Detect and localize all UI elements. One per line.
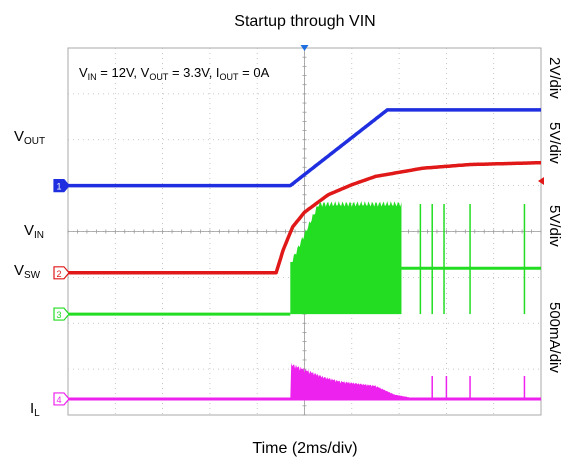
channel-label-vin: VIN [24,222,44,241]
trace-vin-line [67,160,542,275]
channel-label-vsw: VSW [14,262,41,281]
marker-shape [53,266,70,280]
marker-number: 1 [56,182,61,192]
ann-part-2: = 3.3V, I [168,65,219,80]
channel-marker-vsw: 3 [53,307,70,321]
trace-il [68,362,541,401]
ann-part-1: = 12V, V [97,65,150,80]
channel-marker-vin: 2 [53,266,70,280]
chart-title: Startup through VIN [234,13,375,30]
marker-shape [53,307,70,321]
channel-markers: 1 2 3 4 [53,45,544,406]
trace-il-burst [290,362,411,399]
trace-vout [67,108,542,188]
ann-part-3: = 0A [239,65,270,80]
trace-vout-line [67,108,542,188]
plot-grid [67,47,542,416]
marker-number: 3 [56,310,61,320]
ann-vin-sub: IN [88,72,97,82]
marker-number: 4 [56,395,61,405]
marker-number: 2 [56,269,61,279]
trace-vsw-burst [290,201,402,315]
marker-shape [53,179,70,193]
trigger-position-marker [300,45,309,51]
conditions-annotation: VIN = 12V, VOUT = 3.3V, IOUT = 0A [79,65,270,82]
ann-vin-main: V [79,65,88,80]
channel-marker-il: 4 [53,392,70,406]
marker-shape [53,392,70,406]
channel-label-vout: VOUT [14,128,45,147]
scale-label-vin: 5V/div [546,122,563,164]
vsw-sub: SW [24,270,41,281]
trace-vin [67,160,542,275]
channel-marker-vout: 1 [53,179,70,193]
ann-iout-sub: OUT [220,72,240,82]
vin-sub: IN [34,230,44,241]
trace-vsw [68,201,541,316]
scale-label-vsw: 5V/div [546,205,563,247]
channel-label-il: IL [30,400,40,419]
trigger-level-marker [538,177,544,186]
il-sub: L [34,408,40,419]
waveform-traces [67,108,542,401]
scale-label-vout: 2V/div [546,57,563,99]
ann-vout-sub: OUT [149,72,169,82]
x-axis-label: Time (2ms/div) [252,440,357,457]
vout-sub: OUT [24,136,45,147]
scale-label-il: 500mA/div [546,302,563,373]
